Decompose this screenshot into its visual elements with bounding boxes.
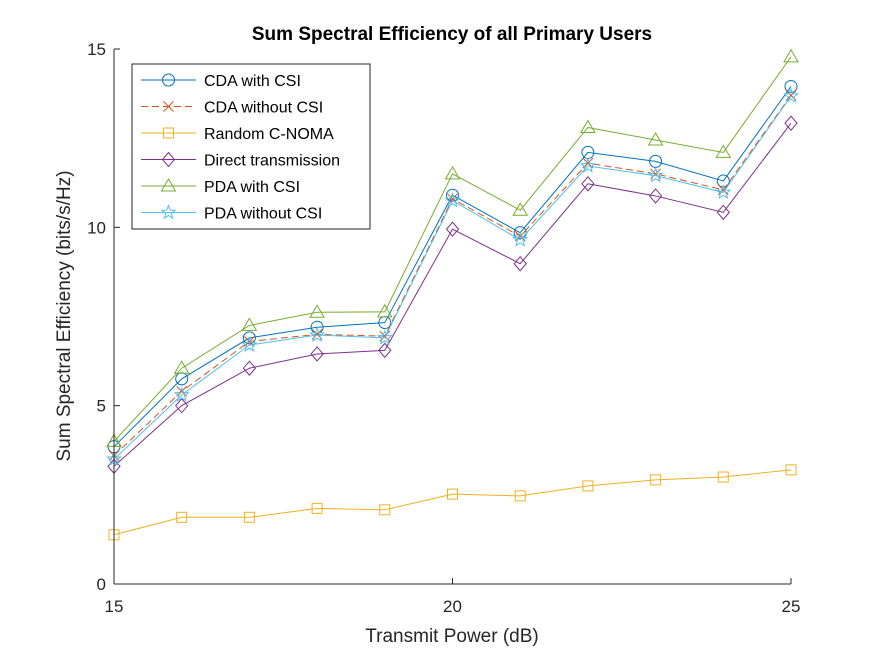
series-pda-with-csi bbox=[106, 48, 799, 447]
data-point bbox=[444, 165, 461, 180]
y-tick-label: 0 bbox=[97, 575, 106, 594]
x-tick-label: 15 bbox=[105, 597, 124, 616]
data-point bbox=[650, 474, 662, 486]
data-point bbox=[311, 502, 323, 514]
x-ticks: 15 20 25 bbox=[105, 578, 801, 616]
data-point bbox=[716, 204, 730, 221]
data-point bbox=[783, 87, 799, 103]
legend-label: CDA without CSI bbox=[204, 100, 323, 117]
data-point bbox=[647, 167, 664, 183]
data-point bbox=[176, 511, 188, 523]
series-random-c-noma bbox=[108, 464, 797, 541]
legend-marker bbox=[162, 73, 175, 87]
legend-marker bbox=[161, 151, 176, 168]
data-point bbox=[648, 188, 663, 204]
data-point bbox=[241, 317, 258, 331]
data-point bbox=[647, 131, 664, 146]
data-point bbox=[378, 342, 392, 359]
data-point bbox=[242, 360, 257, 376]
chart-title: Sum Spectral Efficiency of all Primary U… bbox=[252, 24, 652, 45]
data-point bbox=[379, 504, 391, 516]
legend-label: Random C-NOMA bbox=[204, 126, 334, 143]
data-point bbox=[514, 490, 526, 502]
data-point bbox=[310, 320, 324, 334]
data-point bbox=[310, 346, 324, 362]
data-point bbox=[715, 183, 732, 200]
legend-items: CDA with CSI CDA without CSI Random C-NOMA… bbox=[141, 73, 340, 223]
x-tick-label: 20 bbox=[443, 597, 462, 616]
legend-marker bbox=[163, 101, 174, 112]
series-line bbox=[113, 86, 792, 448]
y-tick-label: 15 bbox=[87, 40, 106, 59]
series-pda-without-csi bbox=[106, 87, 799, 466]
data-point bbox=[582, 480, 594, 492]
data-point bbox=[581, 176, 595, 192]
data-point bbox=[513, 255, 527, 272]
y-tick-label: 10 bbox=[87, 218, 106, 237]
x-tick-label: 25 bbox=[782, 597, 801, 616]
data-point bbox=[243, 511, 255, 523]
data-point bbox=[176, 386, 188, 397]
data-point bbox=[444, 192, 461, 208]
legend-label: PDA without CSI bbox=[204, 206, 322, 223]
legend-box bbox=[131, 63, 371, 230]
series-line bbox=[113, 122, 792, 467]
data-point bbox=[241, 336, 258, 352]
data-point bbox=[784, 79, 798, 93]
data-point bbox=[580, 119, 596, 133]
data-point bbox=[784, 115, 798, 131]
legend-item: CDA without CSI bbox=[141, 100, 323, 117]
legend-item: PDA without CSI bbox=[141, 204, 322, 223]
data-point bbox=[376, 329, 393, 345]
legend-item: PDA with CSI bbox=[141, 178, 300, 196]
legend-item: Random C-NOMA bbox=[141, 126, 334, 143]
data-point bbox=[512, 231, 529, 247]
y-axis-label: Sum Spectral Efficiency (bits/s/Hz) bbox=[54, 170, 75, 461]
legend-item: Direct transmission bbox=[141, 151, 340, 170]
data-point bbox=[715, 144, 732, 158]
legend-label: CDA with CSI bbox=[204, 73, 301, 90]
legend-marker bbox=[160, 204, 177, 220]
data-point bbox=[783, 48, 799, 63]
y-ticks: 0 5 10 15 bbox=[87, 40, 120, 594]
data-point bbox=[445, 221, 460, 237]
data-point bbox=[309, 326, 326, 342]
legend-marker bbox=[160, 178, 177, 192]
data-point bbox=[512, 202, 529, 216]
legend-label: Direct transmission bbox=[204, 153, 340, 170]
series-line bbox=[113, 469, 792, 536]
legend-item: CDA with CSI bbox=[141, 73, 301, 90]
legend-label: PDA with CSI bbox=[204, 179, 300, 196]
data-point bbox=[785, 464, 797, 476]
data-point bbox=[579, 157, 596, 173]
legend: CDA with CSI CDA without CSI Random C-NOMA… bbox=[131, 63, 371, 230]
data-point bbox=[717, 471, 729, 483]
data-point bbox=[376, 303, 393, 318]
data-point bbox=[173, 360, 190, 374]
data-point bbox=[309, 304, 325, 318]
series-line bbox=[113, 95, 792, 460]
y-tick-label: 5 bbox=[97, 397, 106, 416]
series-line bbox=[113, 56, 792, 442]
data-point bbox=[447, 488, 458, 500]
x-axis-label: Transmit Power (dB) bbox=[365, 626, 539, 647]
data-point bbox=[173, 386, 190, 402]
data-point bbox=[242, 331, 256, 345]
data-point bbox=[175, 397, 189, 414]
legend-marker bbox=[163, 127, 174, 139]
data-point bbox=[514, 230, 526, 242]
